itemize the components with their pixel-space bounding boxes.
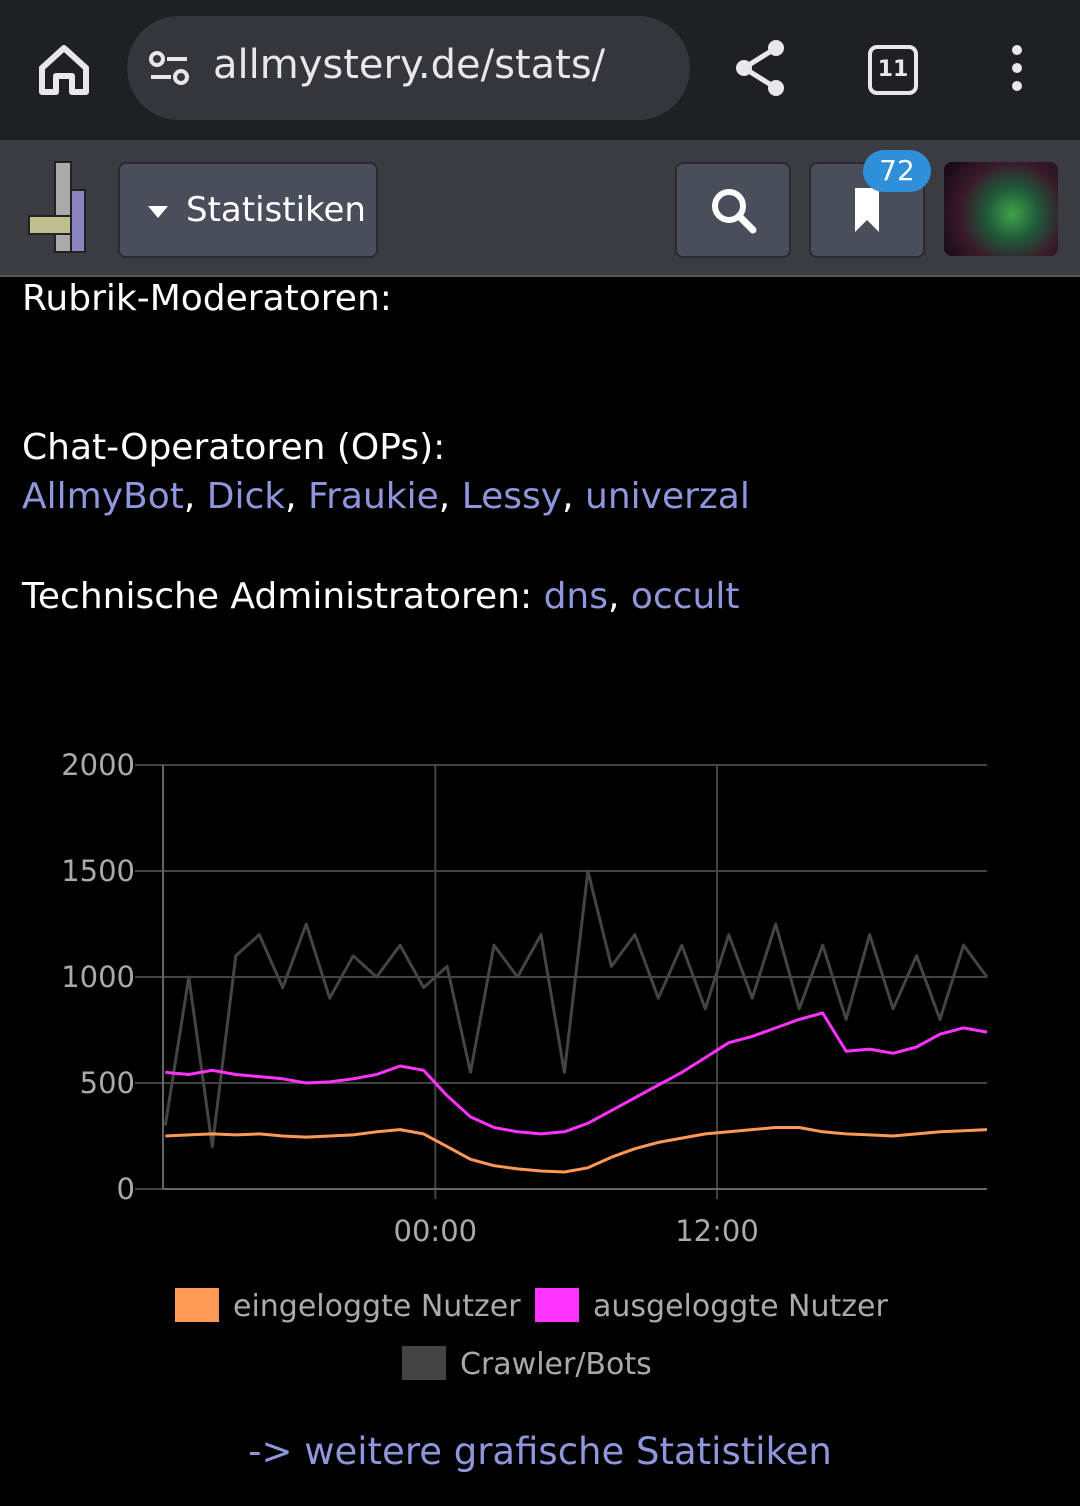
user-link[interactable]: Dick [206, 476, 286, 517]
separator: , [285, 476, 297, 517]
legend-swatch [175, 1288, 219, 1322]
chat-ops-list: AllmyBot, Dick, Fraukie, Lessy, univerza… [22, 476, 750, 517]
tech-label: Technische Administratoren: [22, 576, 533, 617]
tab-count[interactable]: 11 [868, 45, 918, 95]
legend-swatch [535, 1288, 579, 1322]
user-link[interactable]: Fraukie [308, 476, 439, 517]
home-button[interactable] [34, 40, 94, 100]
chart: 0 500 1000 1500 2000 00:00 12:00 [61, 748, 989, 1248]
legend-label: ausgeloggte Nutzer [593, 1289, 888, 1324]
bookmark-icon [855, 188, 879, 232]
address-bar[interactable]: allmystery.de/stats/ [127, 16, 690, 120]
x-tick-label: 00:00 [394, 1214, 478, 1248]
user-avatar[interactable] [944, 162, 1058, 256]
site-settings-icon[interactable] [147, 49, 197, 89]
dropdown-caret [148, 206, 168, 218]
site-header: Statistiken [0, 140, 1080, 277]
series-line [163, 869, 989, 1149]
user-link[interactable]: dns [543, 576, 609, 617]
y-tick-label: 1500 [61, 854, 135, 888]
more-stats-link-row: -> weitere grafische Statistiken [0, 1430, 1080, 1473]
user-link[interactable]: AllmyBot [22, 476, 184, 517]
legend-label: eingeloggte Nutzer [233, 1289, 521, 1324]
tech-admins-list: dns, occult [544, 576, 740, 617]
y-tick-label: 0 [117, 1172, 135, 1206]
tech-admins-line: Technische Administratoren: dns, occult [22, 576, 739, 617]
user-link[interactable]: Lessy [461, 476, 563, 517]
url-text: allmystery.de/stats/ [213, 42, 606, 88]
menu-button[interactable] [1007, 44, 1027, 94]
legend: eingeloggte Nutzer ausgeloggte Nutzer Craw… [175, 1288, 888, 1382]
user-link[interactable]: univerzal [585, 476, 750, 517]
y-tick-label: 1000 [61, 960, 135, 994]
search-button[interactable] [675, 162, 791, 258]
menu-label: Statistiken [186, 190, 366, 230]
browser-toolbar: allmystery.de/stats/ 11 [0, 0, 1080, 140]
y-tick-label: 2000 [61, 748, 135, 782]
share-button[interactable] [730, 38, 790, 98]
y-tick-label: 500 [80, 1066, 135, 1100]
separator: , [562, 476, 574, 517]
x-tick-label: 12:00 [675, 1214, 759, 1248]
series-line [165, 1126, 988, 1174]
legend-swatch [402, 1346, 446, 1380]
site-logo[interactable] [25, 160, 95, 260]
search-icon [712, 189, 757, 234]
section-menu[interactable]: Statistiken [118, 162, 378, 258]
more-stats-link[interactable]: -> weitere grafische Statistiken [248, 1430, 832, 1473]
separator: , [608, 576, 620, 617]
chat-label: Chat-Operatoren (OPs): [22, 427, 446, 468]
notification-badge: 72 [863, 150, 931, 192]
legend-label: Crawler/Bots [460, 1347, 652, 1382]
separator: , [183, 476, 196, 517]
series-line [165, 1011, 988, 1136]
separator: , [438, 476, 451, 517]
rubrik-label: Rubrik-Moderatoren: [22, 278, 392, 319]
user-link[interactable]: occult [630, 576, 740, 617]
